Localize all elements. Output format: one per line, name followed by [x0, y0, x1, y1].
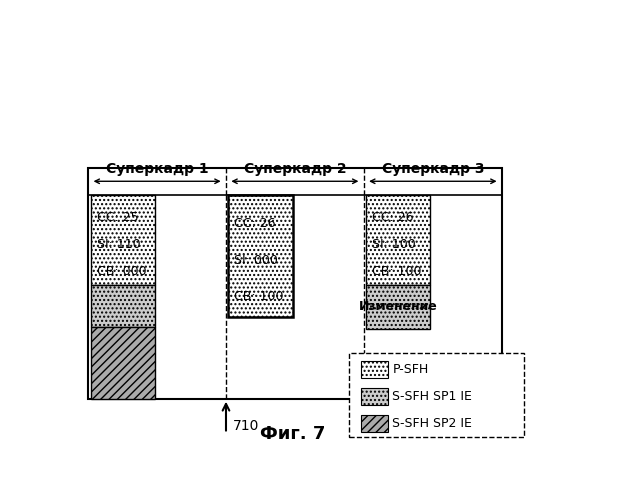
- Text: SI: 110: SI: 110: [97, 238, 140, 251]
- Text: CB: 100: CB: 100: [372, 265, 421, 278]
- Bar: [90, 194, 154, 284]
- Bar: [361, 388, 387, 405]
- Text: P-SFH: P-SFH: [392, 363, 429, 376]
- Bar: [90, 328, 154, 399]
- Text: Суперкадр 2: Суперкадр 2: [244, 162, 346, 175]
- Bar: [349, 352, 524, 438]
- Text: SI: 100: SI: 100: [372, 238, 416, 251]
- Text: Изменение: Изменение: [359, 300, 438, 314]
- Bar: [361, 416, 387, 432]
- Bar: [366, 284, 430, 330]
- Text: CC: 26: CC: 26: [372, 211, 413, 224]
- Text: Суперкадр 1: Суперкадр 1: [106, 162, 208, 175]
- Bar: [361, 361, 387, 378]
- Text: S-SFH SP2 IE: S-SFH SP2 IE: [392, 417, 472, 430]
- Text: S-SFH SP1 IE: S-SFH SP1 IE: [392, 390, 472, 403]
- Bar: [229, 194, 293, 317]
- Bar: [88, 168, 502, 399]
- Text: CB: 100: CB: 100: [234, 290, 284, 303]
- Text: CC: 26: CC: 26: [234, 217, 276, 230]
- Text: CB: 000: CB: 000: [97, 265, 146, 278]
- Text: Суперкадр 3: Суперкадр 3: [382, 162, 484, 175]
- Bar: [366, 194, 430, 284]
- Text: 710: 710: [233, 419, 259, 432]
- Text: SI: 000: SI: 000: [234, 254, 278, 266]
- Text: Фиг. 7: Фиг. 7: [260, 425, 325, 443]
- Bar: [90, 284, 154, 328]
- Text: CC: 25: CC: 25: [97, 211, 138, 224]
